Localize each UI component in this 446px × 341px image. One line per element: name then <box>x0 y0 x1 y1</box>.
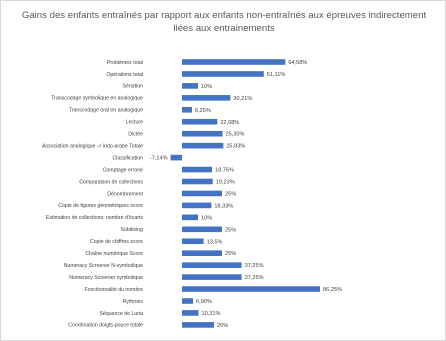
value-label: 37,25% <box>245 275 264 281</box>
bar <box>182 95 231 101</box>
category-label: Estimation de collections: nombre d'écar… <box>46 215 143 221</box>
value-label: 25% <box>225 191 236 197</box>
bar <box>182 130 223 137</box>
bar <box>182 202 212 209</box>
bar <box>182 250 222 256</box>
category-label: Coordination doigts-pouce totale <box>68 323 143 329</box>
bar <box>182 118 218 125</box>
value-label: 13,5% <box>207 239 223 245</box>
bar <box>182 322 214 328</box>
category-label: Transcodage symbolique en analogique <box>51 96 143 102</box>
value-label: 25% <box>225 227 236 233</box>
category-label: Sériation <box>123 84 144 90</box>
category-label: Numeracy Screener symbolique <box>69 275 143 281</box>
value-label: 20% <box>217 323 228 329</box>
value-label: 37,25% <box>245 263 264 269</box>
bar <box>182 310 199 316</box>
bar <box>182 238 204 245</box>
bar <box>170 154 182 161</box>
bar <box>182 107 192 113</box>
category-label: Lecture <box>126 120 143 126</box>
category-label: Comparaison de collections <box>79 179 143 185</box>
bar <box>182 286 320 292</box>
category-label: Transcodage oral en analogique <box>69 108 143 114</box>
category-label: Numeracy Screener N-symbolique <box>64 263 143 269</box>
value-label: 10,31% <box>201 311 220 317</box>
category-label: Comptage erroné <box>103 167 143 173</box>
bar <box>182 166 212 173</box>
category-label: Rythmes <box>123 299 144 305</box>
bar <box>182 178 213 185</box>
category-label: Classification <box>112 155 143 161</box>
value-label: 86,25% <box>323 287 342 293</box>
value-label: 6,25% <box>195 108 211 114</box>
value-label: 18,75% <box>215 168 234 174</box>
value-label: 6,90% <box>196 299 212 305</box>
category-label: Copie de figures géométriques score <box>58 203 143 209</box>
bar <box>182 298 194 304</box>
value-label: 22,08% <box>220 120 239 126</box>
bar <box>182 142 224 149</box>
bar <box>182 262 242 268</box>
value-label: 25% <box>225 251 236 257</box>
category-label: Dictée <box>128 132 143 138</box>
value-label: 25,83% <box>226 144 245 150</box>
category-label: Séquence de Luria <box>99 311 143 317</box>
category-label: Copie de chiffres score <box>90 239 143 245</box>
bar <box>182 190 222 197</box>
value-label: 19,23% <box>216 180 235 186</box>
category-label: Association analogique -> indo-arabe Tot… <box>42 143 143 149</box>
value-label: 10% <box>201 84 212 90</box>
value-label: 51,11% <box>267 72 286 78</box>
bar <box>182 214 198 221</box>
category-label: Problèmes total <box>107 60 143 66</box>
bar <box>182 83 198 89</box>
category-label: Fonctionnalité du nombre <box>84 287 143 293</box>
bar <box>182 59 286 65</box>
bar <box>182 274 242 280</box>
value-label: 30,21% <box>233 96 252 102</box>
value-label: 25,30% <box>225 132 244 138</box>
bar <box>182 71 264 77</box>
bar <box>182 226 222 233</box>
value-label: 10% <box>201 215 212 221</box>
chart-title: Gains des enfants entraînés par rapport … <box>21 10 427 34</box>
category-label: Chaîne numérique Score <box>85 251 143 257</box>
category-label: Subitizing <box>121 227 144 233</box>
value-label: 18,33% <box>214 203 233 209</box>
value-label: -7,14% <box>150 156 168 162</box>
category-label: Opérations total <box>106 72 143 78</box>
value-label: 64,58% <box>288 60 307 66</box>
category-label: Dénombrement <box>107 191 143 197</box>
